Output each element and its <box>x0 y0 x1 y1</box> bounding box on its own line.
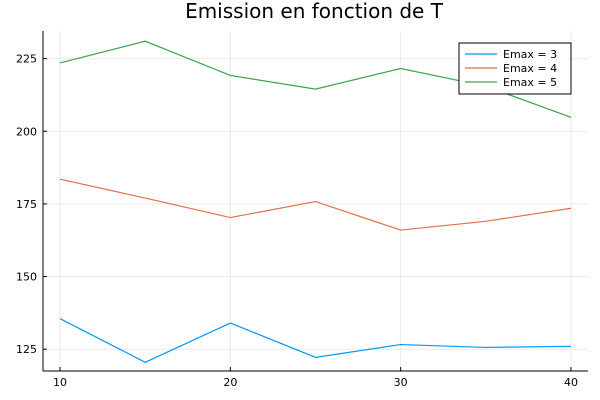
legend-box <box>458 42 572 95</box>
legend-label-2: Emax = 4 <box>503 62 557 75</box>
x-tick-label: 20 <box>223 376 237 389</box>
series-line-2 <box>59 178 572 231</box>
y-tick-label: 125 <box>16 343 37 356</box>
y-tick-label: 200 <box>16 125 37 138</box>
x-tick-label: 40 <box>564 376 578 389</box>
y-tick-label: 150 <box>16 271 37 284</box>
y-tick-label: 175 <box>16 198 37 211</box>
y-tick-label: 225 <box>16 53 37 66</box>
legend-label-1: Emax = 3 <box>503 48 557 61</box>
axes: 10 20 30 40 125 150 175 200 225 <box>16 31 588 389</box>
series-line-1 <box>59 318 571 363</box>
legend-label-3: Emax = 5 <box>503 76 557 89</box>
x-tick-label: 10 <box>53 376 67 389</box>
chart-title: Emission en fonction de T <box>185 0 444 23</box>
x-tick-label: 30 <box>394 376 408 389</box>
